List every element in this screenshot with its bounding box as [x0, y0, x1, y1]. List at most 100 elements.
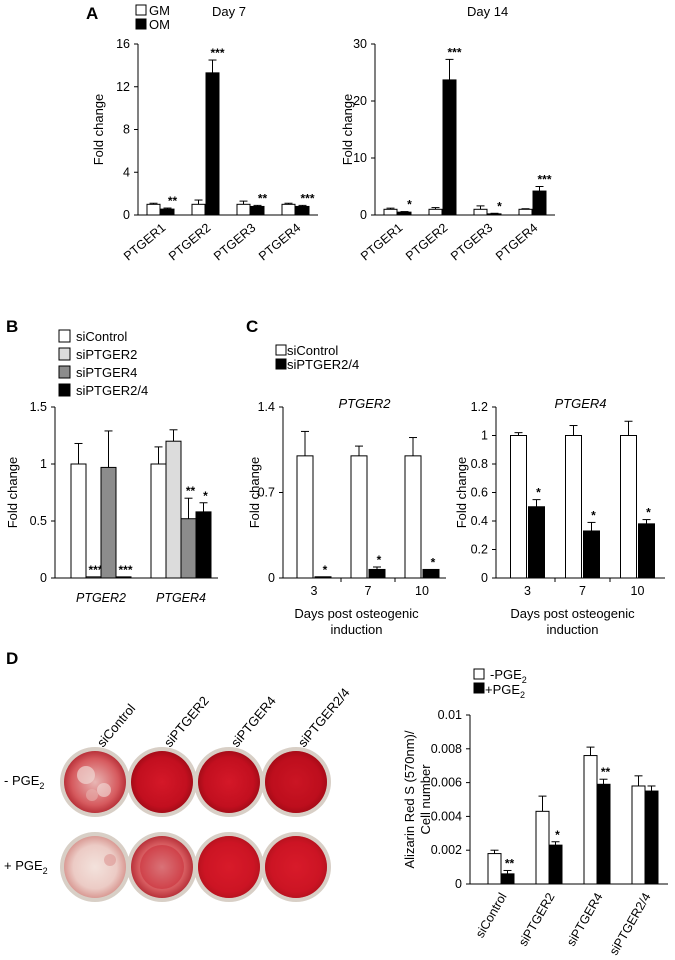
- bar: [487, 853, 502, 885]
- panel-c-letter: C: [246, 317, 258, 336]
- legend-swatch: [58, 329, 71, 343]
- bar: [85, 576, 102, 579]
- significance-marker: ***: [447, 45, 461, 59]
- y-tick-label: 16: [116, 37, 130, 51]
- y-axis-title: Fold change: [247, 457, 262, 529]
- x-category-label: 10: [415, 584, 429, 598]
- x-axis-title: Days post osteogenic induction: [510, 606, 635, 637]
- legend-sicontrol-swatch: [275, 344, 287, 356]
- bar: [296, 455, 314, 579]
- y-tick-label: 0.7: [258, 486, 275, 500]
- chart-c2: 0 0.2 0.4 0.6 0.8 1 1.2 Fold change PTGER4 Days p…: [454, 396, 665, 637]
- significance-marker: ***: [88, 563, 102, 577]
- bar: [383, 208, 398, 216]
- y-tick-label: 1: [481, 429, 488, 443]
- bar: [528, 506, 545, 579]
- y-tick-label: 0.008: [431, 742, 462, 756]
- legend-plus-pge2-swatch: [473, 682, 485, 694]
- bar: [583, 755, 598, 885]
- well-siptger24-plus: [261, 832, 331, 902]
- plate-col-label-3: siPTGER4: [228, 693, 279, 750]
- bar: [487, 213, 502, 216]
- well-sicontrol-minus: [60, 747, 130, 817]
- y-axis-title: Fold change: [340, 94, 355, 166]
- y-tick-label: 0: [123, 208, 130, 222]
- legend-plus-pge2-label: +PGE2: [485, 682, 525, 700]
- bar: [631, 785, 646, 885]
- x-category-label: 10: [631, 584, 645, 598]
- y-tick-label: 0.6: [471, 486, 488, 500]
- x-category-label: PTGER2: [166, 221, 213, 264]
- y-tick-label: 4: [123, 165, 130, 179]
- significance-marker: *: [646, 506, 651, 520]
- significance-marker: *: [536, 486, 541, 500]
- bar: [281, 203, 296, 216]
- y-tick-label: 0.2: [471, 543, 488, 557]
- legend-label: siControl: [76, 329, 127, 344]
- chart-d: 0 0.002 0.004 0.006 0.008 0.01 Alizarin Red S …: [402, 708, 668, 958]
- panel-a-letter: A: [86, 4, 98, 23]
- bar: [583, 530, 600, 579]
- legend-swatch: [58, 383, 71, 397]
- bar: [236, 203, 251, 216]
- y-tick-label: 0: [40, 571, 47, 585]
- well-siptger4-plus: [194, 832, 264, 902]
- legend-minus-pge2-swatch: [473, 668, 485, 680]
- bar: [532, 190, 547, 216]
- plate-column-labels: siControl siPTGER2 siPTGER4 siPTGER2/4: [94, 685, 353, 750]
- y-axis-title: Fold change: [91, 94, 106, 166]
- well-sicontrol-plus: [60, 832, 130, 902]
- bar: [404, 455, 422, 579]
- bar: [548, 844, 563, 885]
- x-category-label: PTGER1: [121, 221, 168, 264]
- x-category-label: PTGER3: [448, 221, 495, 264]
- panel-a1-subtitle: Day 7: [212, 4, 246, 19]
- x-category-label: PTGER3: [211, 221, 258, 264]
- legend-om-swatch: [135, 18, 147, 30]
- significance-marker: *: [555, 828, 560, 842]
- y-tick-label: 0.004: [431, 809, 462, 823]
- x-category-label: PTGER2: [76, 591, 126, 605]
- y-tick-label: 20: [353, 94, 367, 108]
- significance-marker: *: [323, 563, 328, 577]
- bar: [638, 523, 655, 579]
- chart-c1: 0 0.7 1.4 Fold change PTGER2 Days post osteog…: [247, 396, 446, 637]
- bar: [314, 576, 332, 579]
- y-tick-label: 0: [268, 571, 275, 585]
- bar: [500, 873, 515, 885]
- y-tick-label: 0.006: [431, 776, 462, 790]
- legend-label: siPTGER2: [76, 347, 137, 362]
- bar: [442, 79, 457, 216]
- bar: [191, 203, 206, 216]
- significance-marker: *: [497, 199, 502, 213]
- panel-d-legend: -PGE2 +PGE2: [473, 667, 527, 700]
- plate-col-label-2: siPTGER2: [161, 693, 212, 750]
- bar: [146, 203, 161, 216]
- x-category-label: siPTGER4: [564, 890, 606, 948]
- panel-c-legend: siControl siPTGER2/4: [275, 343, 359, 372]
- significance-marker: ***: [210, 46, 224, 60]
- significance-marker: *: [377, 553, 382, 567]
- legend-om-label: OM: [149, 17, 170, 32]
- y-axis-title: Fold change: [5, 457, 20, 529]
- bar: [565, 435, 582, 579]
- bar: [160, 208, 175, 216]
- y-tick-label: 0: [481, 571, 488, 585]
- y-tick-label: 8: [123, 123, 130, 137]
- significance-marker: **: [505, 856, 515, 870]
- bar: [195, 511, 212, 579]
- significance-marker: ***: [537, 173, 551, 187]
- y-tick-label: 1.4: [258, 400, 275, 414]
- legend-label: siPTGER2/4: [76, 383, 148, 398]
- legend-swatch: [58, 347, 71, 361]
- bar: [422, 568, 440, 579]
- legend-gm-swatch: [135, 4, 147, 16]
- bar: [295, 205, 310, 216]
- significance-marker: **: [186, 484, 196, 498]
- chart-title: PTGER2: [338, 396, 391, 411]
- x-category-label: 3: [311, 584, 318, 598]
- significance-marker: **: [168, 194, 178, 208]
